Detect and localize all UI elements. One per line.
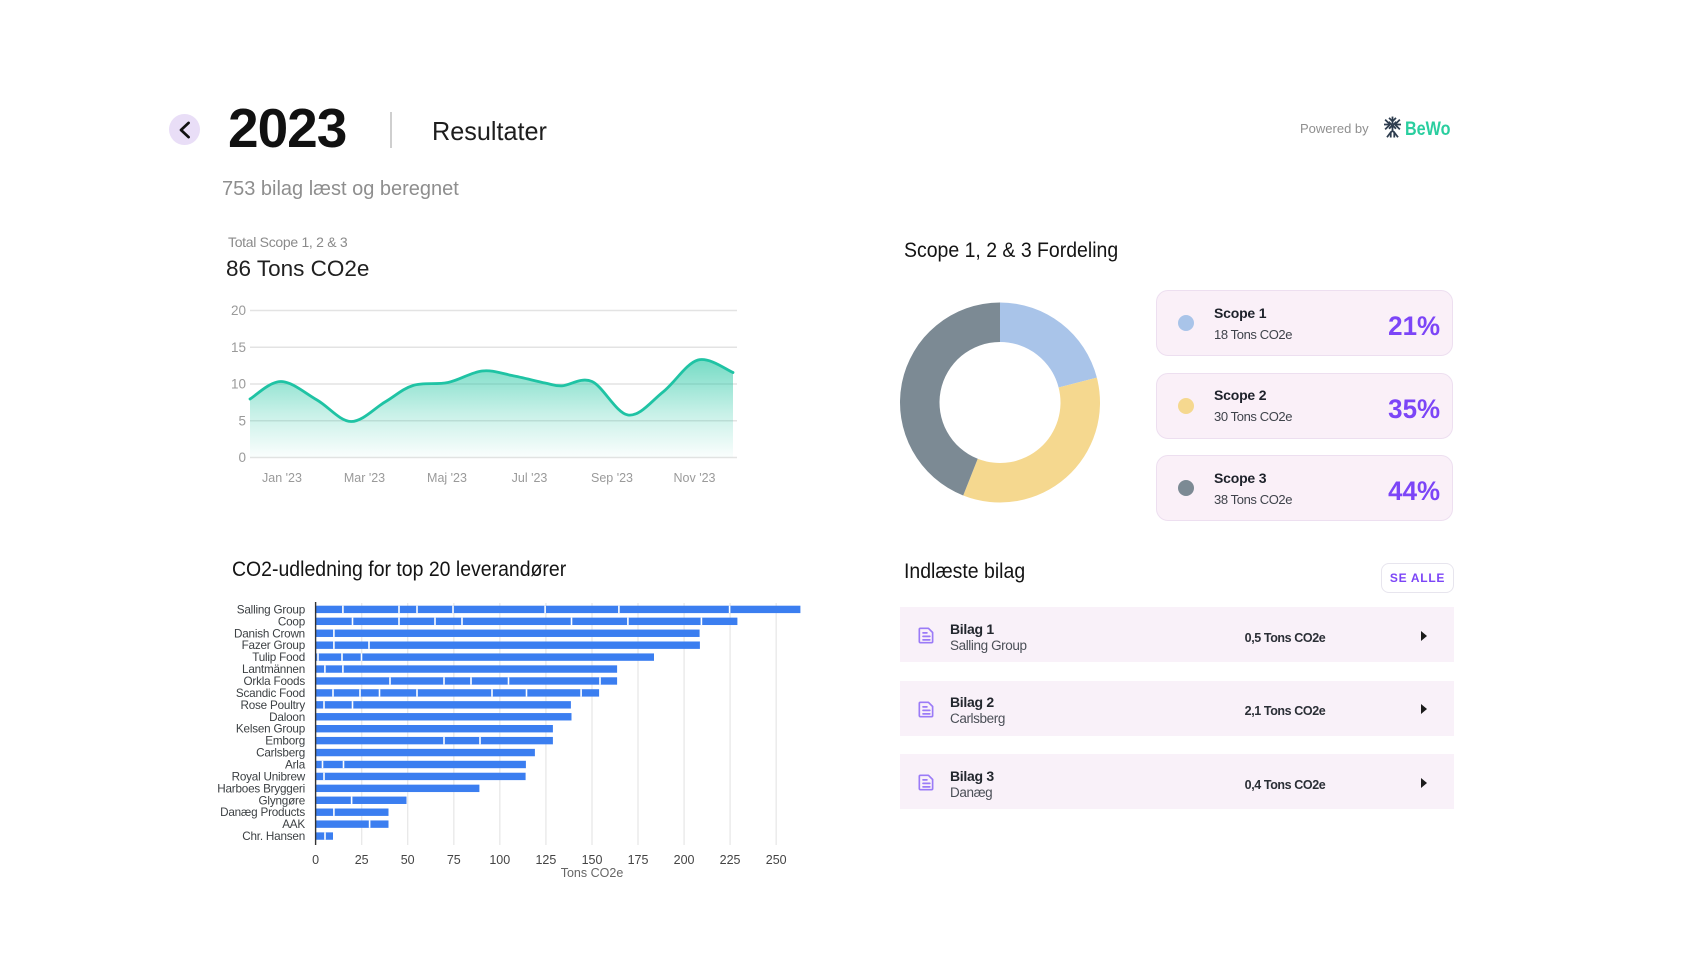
svg-text:15: 15 [231,340,246,355]
svg-text:Harboes Bryggeri: Harboes Bryggeri [217,782,305,795]
svg-text:Sep '23: Sep '23 [591,471,633,485]
svg-text:0: 0 [238,450,246,465]
svg-text:0: 0 [312,853,319,867]
svg-text:AAK: AAK [282,818,305,831]
svg-text:Daloon: Daloon [269,711,305,724]
svg-text:Maj '23: Maj '23 [427,471,467,485]
svg-text:10: 10 [231,377,246,392]
svg-text:Glyngøre: Glyngøre [259,794,305,807]
svg-text:Rose Poultry: Rose Poultry [240,699,305,712]
svg-text:Emborg: Emborg [265,735,305,748]
svg-text:Mar '23: Mar '23 [344,471,385,485]
svg-text:Fazer Group: Fazer Group [242,639,306,652]
svg-text:200: 200 [674,853,695,867]
svg-text:125: 125 [535,853,556,867]
svg-text:50: 50 [401,853,415,867]
svg-text:Danæg Products: Danæg Products [220,806,305,819]
svg-text:75: 75 [447,853,461,867]
svg-text:25: 25 [355,853,369,867]
svg-text:Jul '23: Jul '23 [512,471,548,485]
svg-text:5: 5 [238,413,246,428]
svg-text:Lantmännen: Lantmännen [242,663,305,676]
svg-text:Kelsen Group: Kelsen Group [236,723,306,736]
svg-text:Tulip Food: Tulip Food [252,651,305,664]
svg-text:Danish Crown: Danish Crown [234,627,305,640]
svg-text:Orkla Foods: Orkla Foods [244,675,306,688]
svg-text:Royal Unibrew: Royal Unibrew [232,770,306,783]
svg-text:Nov '23: Nov '23 [674,471,716,485]
svg-text:250: 250 [766,853,787,867]
svg-text:100: 100 [489,853,510,867]
svg-text:Carlsberg: Carlsberg [256,747,305,760]
svg-text:Tons CO2e: Tons CO2e [561,866,624,880]
svg-text:175: 175 [628,853,649,867]
svg-text:150: 150 [582,853,603,867]
svg-text:225: 225 [720,853,741,867]
svg-text:20: 20 [231,303,246,318]
svg-text:Chr. Hansen: Chr. Hansen [242,830,305,843]
svg-text:Coop: Coop [278,615,306,628]
svg-text:Jan '23: Jan '23 [262,471,302,485]
svg-text:Scandic Food: Scandic Food [236,687,305,700]
svg-text:Salling Group: Salling Group [237,603,306,616]
svg-text:Arla: Arla [285,758,306,771]
